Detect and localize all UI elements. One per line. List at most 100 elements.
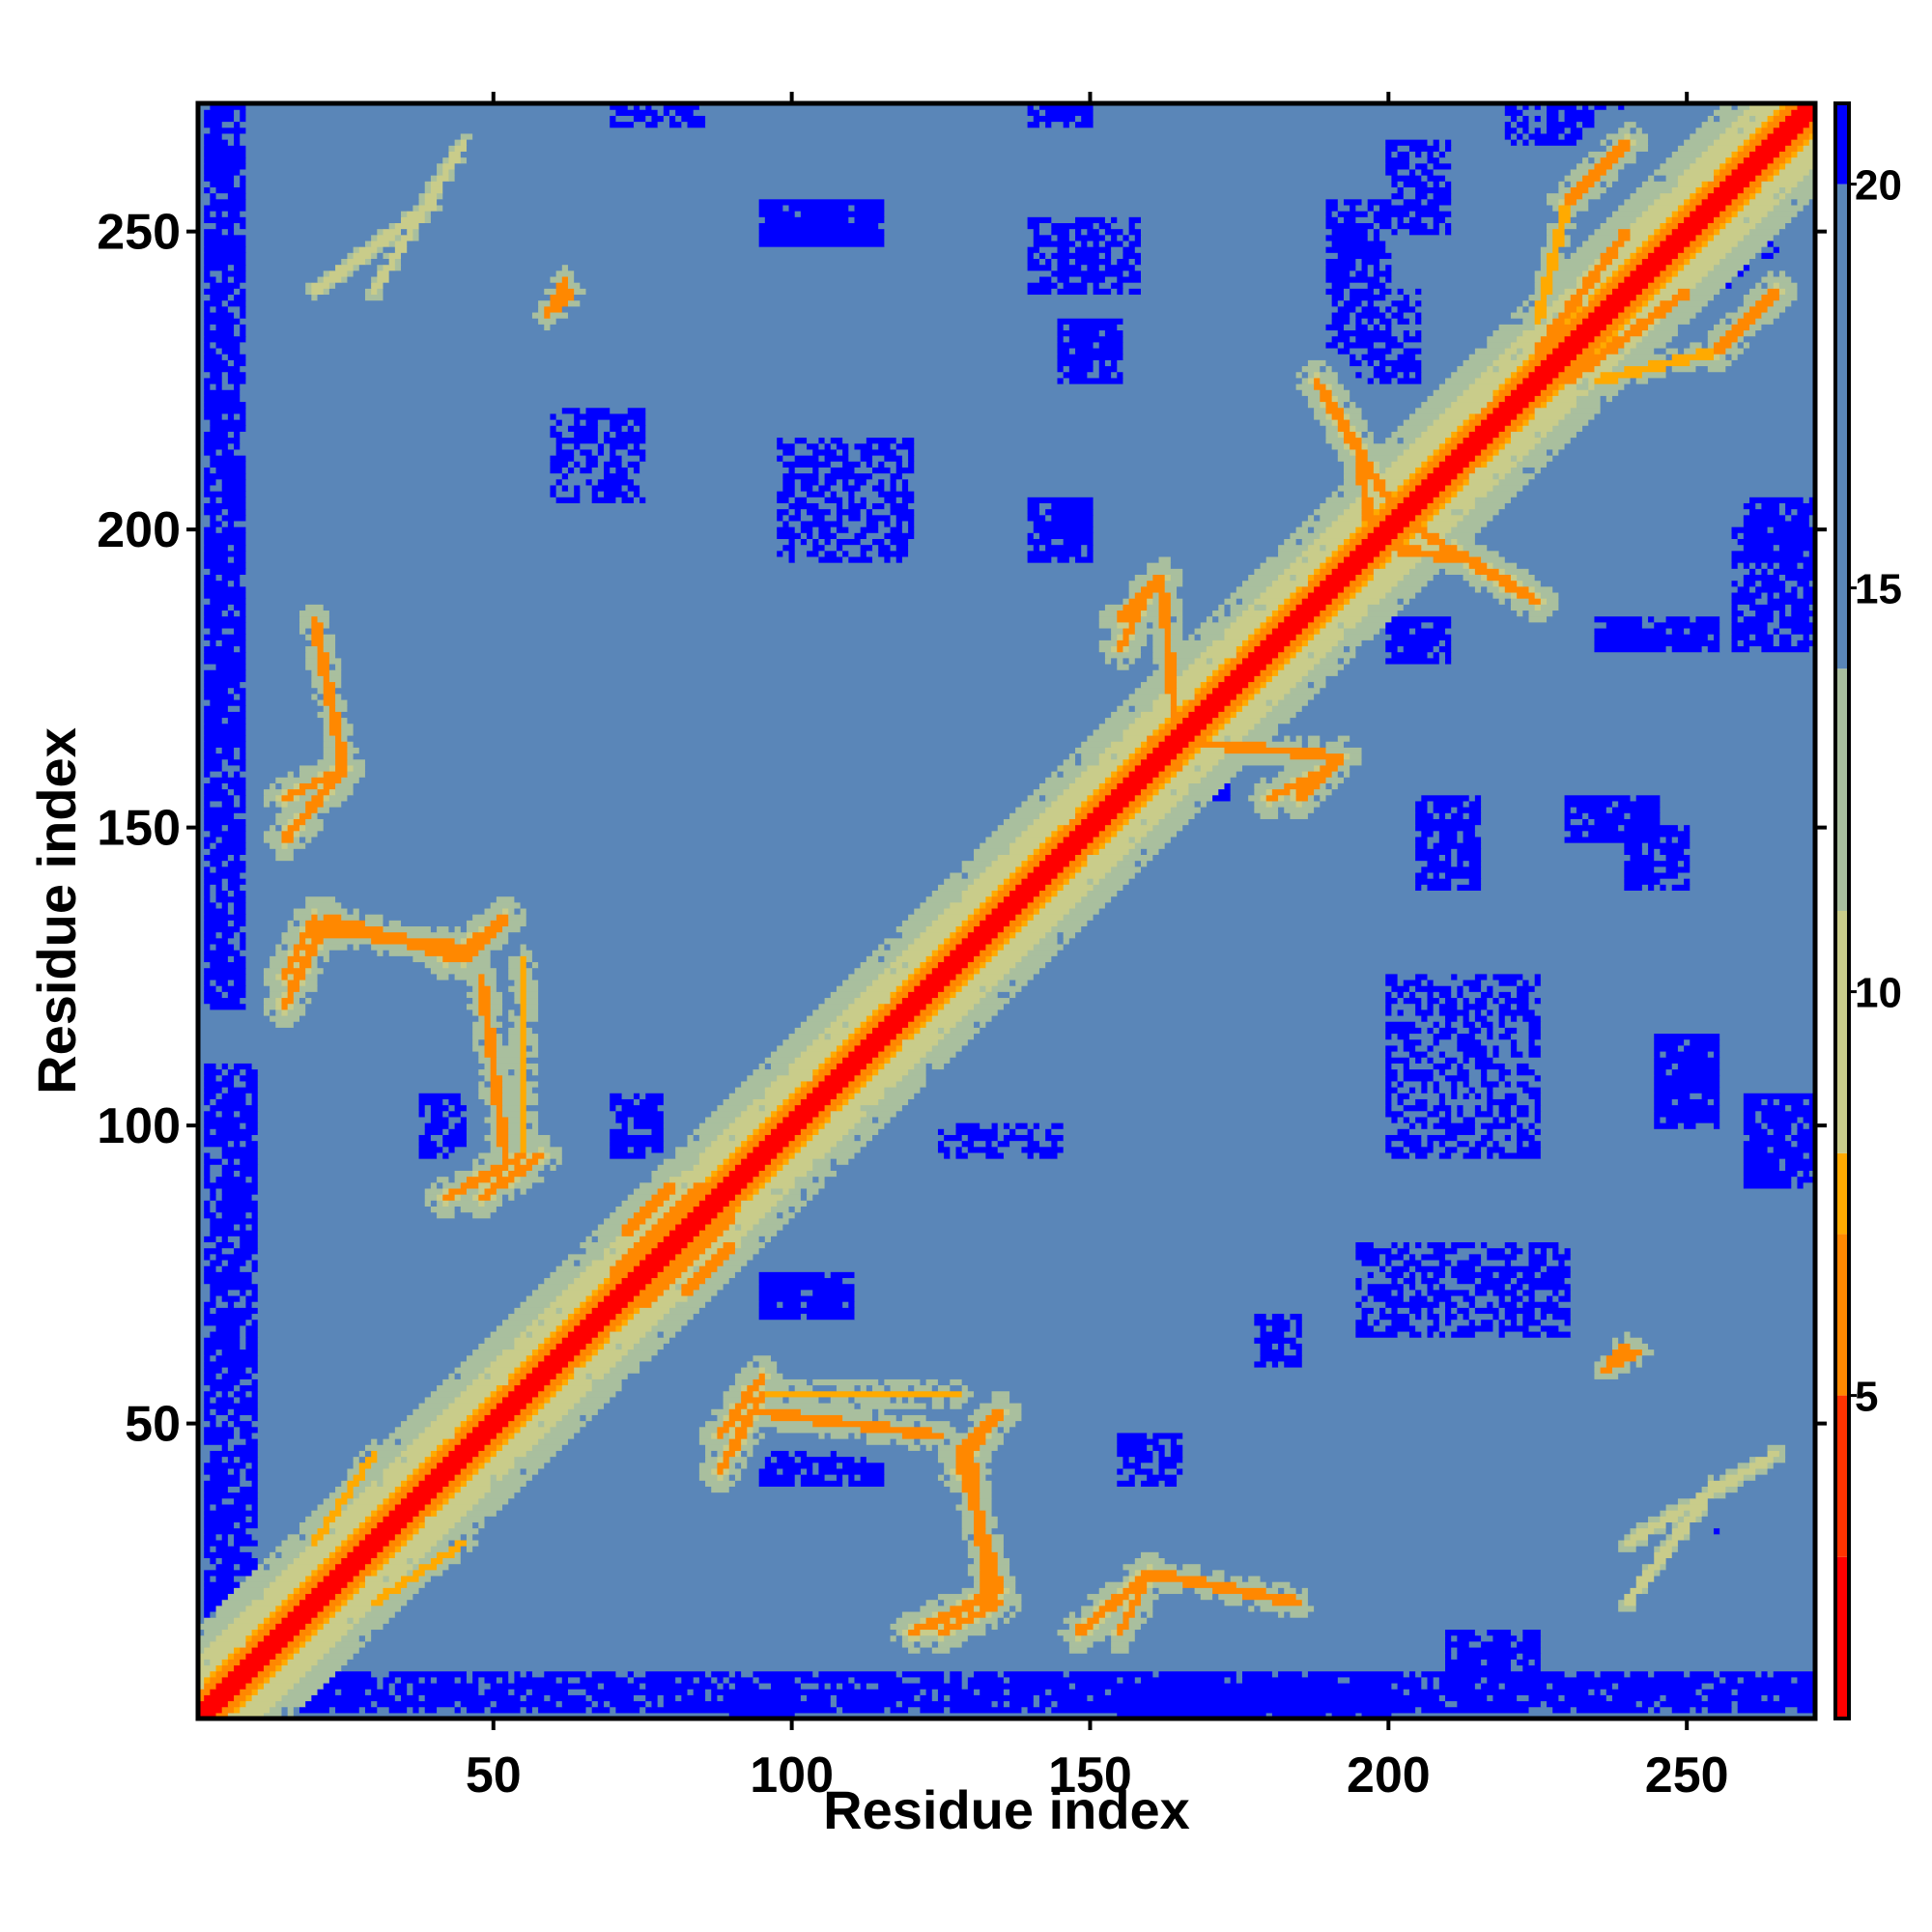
heatmap-cell bbox=[944, 878, 975, 885]
heatmap-cell bbox=[1433, 1068, 1440, 1076]
heatmap-cell bbox=[1427, 1134, 1458, 1142]
heatmap-cell bbox=[800, 1682, 820, 1690]
heatmap-cell bbox=[281, 1617, 312, 1624]
heatmap-cell bbox=[980, 1403, 1023, 1409]
heatmap-cell bbox=[1104, 901, 1816, 909]
heatmap-cell bbox=[561, 1324, 575, 1332]
heatmap-cell bbox=[198, 1063, 205, 1070]
heatmap-cell bbox=[734, 1378, 754, 1386]
heatmap-cell bbox=[1361, 1277, 1393, 1285]
heatmap-cell bbox=[1009, 991, 1016, 999]
heatmap-cell bbox=[520, 1670, 527, 1678]
heatmap-cell bbox=[204, 1486, 229, 1493]
heatmap-cell bbox=[1540, 1146, 1745, 1153]
heatmap-cell bbox=[693, 1289, 719, 1296]
heatmap-cell bbox=[281, 979, 289, 986]
heatmap-cell bbox=[830, 1033, 849, 1040]
heatmap-cell bbox=[807, 1170, 838, 1178]
heatmap-cell bbox=[1719, 1670, 1756, 1678]
heatmap-cell bbox=[884, 1408, 975, 1415]
heatmap-cell bbox=[848, 1021, 862, 1028]
heatmap-cell bbox=[1128, 1605, 1136, 1612]
heatmap-cell bbox=[908, 991, 939, 999]
heatmap-cell bbox=[204, 1605, 217, 1612]
heatmap-cell bbox=[1122, 1462, 1142, 1469]
heatmap-cell bbox=[615, 1706, 640, 1714]
heatmap-cell bbox=[1355, 1319, 1369, 1326]
heatmap-cell bbox=[478, 1080, 486, 1088]
heatmap-cell bbox=[394, 1546, 402, 1552]
heatmap-cell bbox=[257, 1200, 426, 1207]
heatmap-cell bbox=[430, 1390, 462, 1398]
heatmap-cell bbox=[281, 1712, 289, 1719]
heatmap-cell bbox=[460, 1206, 497, 1213]
heatmap-cell bbox=[1474, 1265, 1482, 1272]
heatmap-cell bbox=[920, 1605, 951, 1612]
heatmap-cell bbox=[1761, 1694, 1769, 1702]
heatmap-cell bbox=[693, 1206, 724, 1213]
heatmap-cell bbox=[782, 1164, 813, 1171]
heatmap-cell bbox=[1427, 1098, 1440, 1106]
heatmap-cell bbox=[198, 907, 205, 915]
heatmap-cell bbox=[1367, 1313, 1380, 1321]
heatmap-cell bbox=[1457, 1313, 1464, 1321]
heatmap-cell bbox=[878, 1063, 885, 1070]
heatmap-cell bbox=[597, 1343, 605, 1350]
heatmap-cell bbox=[1540, 1319, 1566, 1326]
heatmap-cell bbox=[914, 1384, 933, 1392]
heatmap-cell bbox=[490, 1700, 497, 1708]
heatmap-cell bbox=[460, 1093, 479, 1099]
heatmap-cell bbox=[526, 1021, 802, 1028]
heatmap-cell bbox=[1093, 1599, 1100, 1606]
heatmap-cell bbox=[1474, 1116, 1494, 1123]
heatmap-cell bbox=[353, 1456, 360, 1463]
heatmap-cell bbox=[287, 985, 300, 992]
heatmap-cell bbox=[824, 1122, 856, 1129]
heatmap-cell bbox=[741, 1158, 772, 1165]
heatmap-cell bbox=[974, 1575, 980, 1582]
heatmap-cell bbox=[311, 937, 325, 945]
heatmap-cell bbox=[818, 1670, 897, 1678]
heatmap-cell bbox=[860, 1038, 892, 1046]
heatmap-cell bbox=[777, 1170, 808, 1178]
heatmap-cell bbox=[1242, 1676, 1339, 1684]
heatmap-cell bbox=[1463, 1110, 1476, 1118]
heatmap-cell bbox=[1660, 1700, 1733, 1708]
heatmap-cell bbox=[204, 1682, 217, 1690]
heatmap-cell bbox=[1654, 1557, 1667, 1565]
heatmap-cell bbox=[401, 1486, 413, 1493]
heatmap-cell bbox=[538, 1158, 545, 1165]
heatmap-cell bbox=[1701, 1510, 1709, 1517]
heatmap-cell bbox=[585, 1360, 616, 1368]
heatmap-cell bbox=[1385, 1146, 1405, 1153]
heatmap-cell bbox=[621, 1354, 653, 1362]
heatmap-cell bbox=[1570, 1247, 1816, 1255]
heatmap-cell bbox=[204, 1307, 211, 1315]
heatmap-cell bbox=[555, 1330, 569, 1338]
heatmap-cell bbox=[257, 1462, 355, 1469]
heatmap-cell bbox=[991, 1014, 1422, 1022]
heatmap-cell bbox=[974, 1021, 980, 1028]
heatmap-cell bbox=[353, 1546, 384, 1552]
heatmap-cell bbox=[615, 1360, 640, 1368]
heatmap-cell bbox=[1468, 1014, 1476, 1022]
heatmap-cell bbox=[967, 1503, 980, 1511]
heatmap-cell bbox=[293, 950, 300, 956]
heatmap-cell bbox=[323, 943, 349, 951]
heatmap-cell bbox=[364, 1486, 396, 1493]
heatmap-cell bbox=[920, 1617, 927, 1624]
heatmap-cell bbox=[466, 1116, 486, 1123]
heatmap-cell bbox=[818, 1128, 849, 1135]
heatmap-cell bbox=[412, 1682, 479, 1690]
heatmap-cell bbox=[210, 1557, 217, 1565]
heatmap-cell bbox=[1415, 1116, 1429, 1123]
heatmap-cell bbox=[830, 1116, 862, 1123]
heatmap-cell bbox=[944, 1474, 951, 1481]
heatmap-cell bbox=[782, 1104, 796, 1112]
heatmap-cell bbox=[317, 907, 349, 915]
heatmap-cell bbox=[723, 1414, 730, 1422]
heatmap-cell bbox=[305, 1700, 372, 1708]
heatmap-cell bbox=[538, 1038, 783, 1046]
heatmap-cell bbox=[1391, 1050, 1410, 1058]
heatmap-cell bbox=[734, 1426, 748, 1434]
